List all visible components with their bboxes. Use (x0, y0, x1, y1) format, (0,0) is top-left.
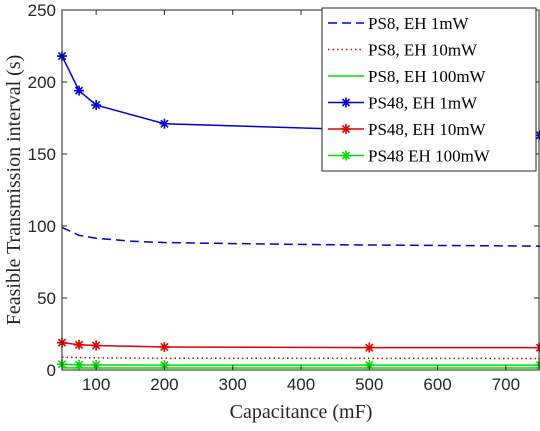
x-tick-label: 700 (492, 375, 520, 394)
y-tick-label: 50 (37, 289, 56, 308)
y-tick-label: 150 (28, 145, 56, 164)
x-tick-label: 600 (423, 375, 451, 394)
x-axis-label: Capacitance (mF) (230, 401, 373, 423)
axis-ticks: 100 200 300 400 500 600 700 0 50 100 150 200 250 (28, 1, 539, 394)
data-point-star-icon (74, 339, 85, 350)
series-line-4 (61, 341, 540, 349)
y-tick-label: 200 (28, 73, 56, 92)
x-tick-label: 400 (287, 375, 315, 394)
data-point-star-icon (91, 340, 102, 351)
legend-entry: PS48, EH 10mW (368, 120, 487, 139)
series-line-1 (61, 356, 540, 360)
data-point-star-icon (159, 341, 170, 352)
legend-star-icon (341, 150, 351, 161)
legend-entry: PS48, EH 1mW (368, 94, 478, 113)
data-point-star-icon (91, 359, 102, 370)
legend-entry: PS8, EH 10mW (368, 41, 478, 60)
y-tick-label: 100 (28, 217, 56, 236)
x-tick-label: 200 (150, 375, 178, 394)
legend-entry: PS8, EH 100mW (368, 67, 487, 86)
x-tick-label: 100 (82, 375, 110, 394)
series-line-5 (61, 363, 540, 366)
data-point-star-icon (74, 85, 85, 96)
legend-entry: PS48 EH 100mW (368, 147, 491, 166)
legend-entry: PS8, EH 1mW (368, 14, 470, 33)
data-point-star-icon (159, 118, 170, 129)
y-tick-label: 0 (47, 361, 56, 380)
data-point-star-icon (91, 100, 102, 111)
data-point-star-icon (364, 342, 375, 353)
legend-box (321, 7, 537, 172)
y-tick-label: 250 (28, 1, 56, 20)
series-line-0 (61, 226, 540, 247)
legend-star-icon (341, 97, 351, 108)
x-tick-label: 300 (219, 375, 247, 394)
data-point-star-icon (74, 359, 85, 370)
legend-star-icon (341, 124, 351, 134)
legend: PS8, EH 1mW PS8, EH 10mW PS8, EH 100mW PS48… (321, 7, 537, 172)
y-axis-label: Feasible Transmission interval (s) (3, 55, 25, 326)
x-tick-label: 500 (355, 375, 383, 394)
